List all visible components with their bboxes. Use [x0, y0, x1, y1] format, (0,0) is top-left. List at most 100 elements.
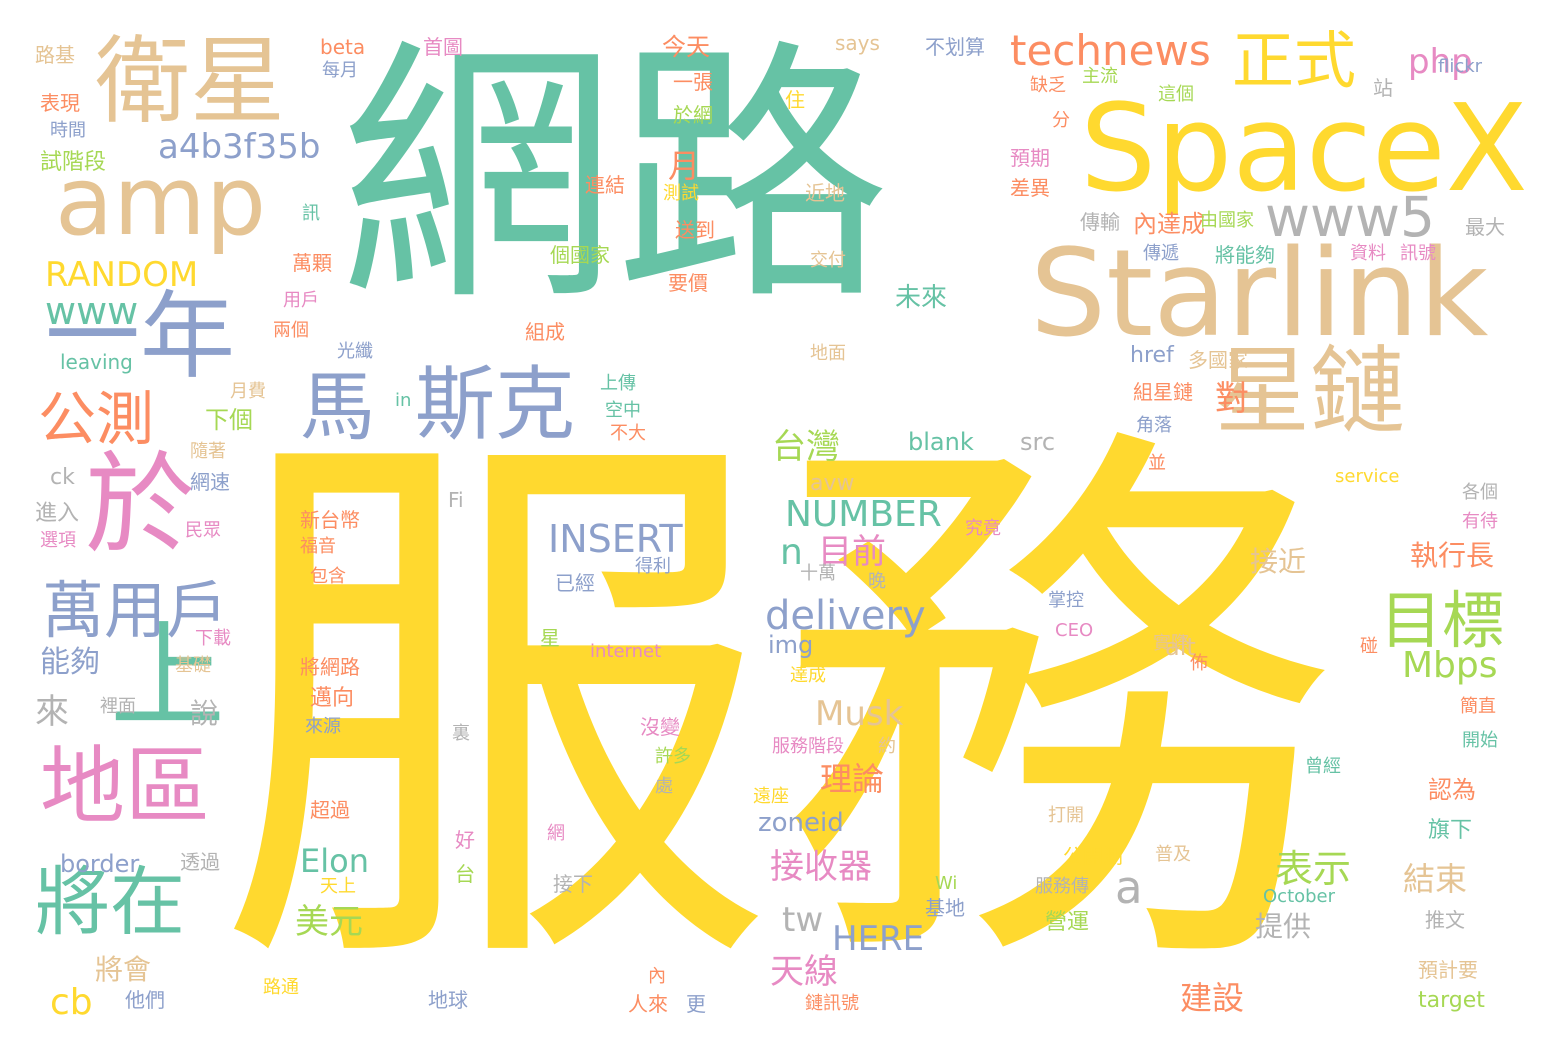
word-147: 各個 — [1462, 482, 1498, 503]
word-86: 選項 — [40, 530, 76, 551]
word-99: 基礎 — [175, 655, 211, 676]
word-37: 接收器 — [770, 847, 872, 887]
word-52: 說 — [190, 697, 219, 730]
word-39: HERE — [832, 919, 925, 959]
word-24: www — [45, 289, 139, 333]
word-156: 分 — [1052, 110, 1070, 131]
word-102: 邁向 — [310, 686, 355, 711]
word-145: CEO — [1055, 620, 1094, 641]
word-162: 不划算 — [925, 35, 985, 59]
word-178: 個國家 — [550, 243, 610, 267]
word-181: 最大 — [1465, 215, 1505, 239]
word-160: 站 — [1373, 76, 1393, 100]
word-44: 將會 — [95, 953, 152, 986]
word-128: October — [1263, 886, 1336, 907]
word-34: Musk — [815, 694, 904, 734]
word-174: 兩個 — [273, 320, 309, 341]
word-108: 約 — [878, 736, 896, 757]
word-112: 網 — [547, 823, 565, 844]
word-36: Elon — [300, 842, 369, 880]
word-144: 佈 — [1190, 653, 1208, 674]
word-6: amp — [55, 147, 267, 257]
word-117: 接下 — [553, 872, 593, 896]
word-107: 服務階段 — [772, 736, 844, 757]
word-88: 新台幣 — [300, 508, 360, 532]
word-63: 內達成 — [1133, 210, 1205, 238]
word-169: 時間 — [50, 120, 86, 141]
word-15: 萬用戶 — [42, 574, 229, 647]
word-31: n — [780, 532, 803, 573]
word-98: 下載 — [195, 628, 231, 649]
word-106: 許多 — [655, 746, 691, 767]
word-54: border — [60, 850, 140, 878]
word-25: INSERT — [548, 517, 683, 561]
word-38: tw — [782, 900, 824, 940]
word-127: 服務傳 — [1035, 876, 1089, 897]
word-40: 表示 — [1275, 847, 1352, 891]
word-68: 下個 — [205, 406, 253, 434]
word-55: blank — [908, 428, 974, 456]
word-110: 遠座 — [753, 786, 789, 807]
word-22: php — [1408, 42, 1473, 82]
word-11: 斯克 — [415, 358, 575, 451]
word-3: SpaceX — [1080, 80, 1528, 219]
word-103: 來源 — [305, 716, 341, 737]
word-93: 晚 — [868, 571, 886, 592]
word-7: 一年 — [45, 282, 236, 392]
word-43: cb — [50, 982, 93, 1023]
word-104: 裏 — [452, 723, 470, 744]
word-182: 資料 — [1350, 243, 1386, 264]
word-73: 組成 — [525, 320, 565, 344]
word-26: NUMBER — [785, 494, 942, 535]
word-47: 建設 — [1180, 979, 1245, 1017]
word-129: 營運 — [1045, 910, 1090, 935]
word-65: 一張 — [673, 70, 713, 94]
word-77: 地面 — [810, 343, 846, 364]
word-76: 近地 — [805, 181, 845, 205]
word-32: 目前 — [818, 532, 886, 572]
word-123: 更 — [686, 992, 706, 1016]
word-172: 萬顆 — [292, 251, 332, 275]
word-75: 交付 — [810, 250, 846, 271]
word-130: 推文 — [1425, 908, 1465, 932]
word-173: 用戶 — [283, 290, 319, 311]
word-116: 天上 — [320, 876, 356, 897]
word-67: 月 — [668, 147, 701, 185]
word-164: 首圖 — [423, 35, 463, 59]
word-14: 將在 — [35, 858, 186, 946]
word-16: 公測 — [38, 385, 155, 453]
word-97: internet — [590, 641, 662, 662]
word-33: Mbps — [1402, 645, 1498, 686]
word-166: 每月 — [322, 60, 358, 81]
word-122: 人來 — [628, 992, 668, 1016]
word-180: 由國家 — [1200, 210, 1254, 231]
word-153: 傳輸 — [1080, 210, 1120, 234]
word-132: target — [1418, 988, 1485, 1013]
word-149: service — [1335, 466, 1400, 487]
word-45: 結束 — [1403, 860, 1468, 898]
word-30: 對 — [1215, 379, 1249, 419]
word-96: 星 — [540, 626, 560, 650]
word-143: 碰 — [1360, 636, 1378, 657]
word-84: 隨著 — [190, 441, 226, 462]
word-165: beta — [320, 35, 366, 59]
word-18: 目標 — [1380, 584, 1505, 657]
word-124: 鏈訊號 — [805, 993, 859, 1014]
word-142: 實際 — [1153, 633, 1189, 654]
word-48: 執行長 — [1410, 539, 1495, 572]
word-185: 將能夠 — [1215, 243, 1275, 267]
word-17: 正式 — [1232, 24, 1357, 97]
word-139: 旗下 — [1428, 818, 1473, 843]
word-111: 超過 — [310, 798, 350, 822]
word-138: 認為 — [1428, 776, 1476, 804]
word-10: 星鏈 — [1215, 337, 1406, 447]
word-109: 處 — [655, 776, 673, 797]
word-50: 能夠 — [40, 645, 100, 680]
word-118: 路通 — [263, 977, 299, 998]
word-131: 預計要 — [1418, 958, 1478, 982]
word-184: 傳遞 — [1143, 243, 1179, 264]
word-59: alt — [1165, 633, 1196, 661]
word-62: 未來 — [895, 283, 948, 313]
word-114: 台 — [455, 862, 475, 886]
word-141: 達成 — [790, 665, 826, 686]
